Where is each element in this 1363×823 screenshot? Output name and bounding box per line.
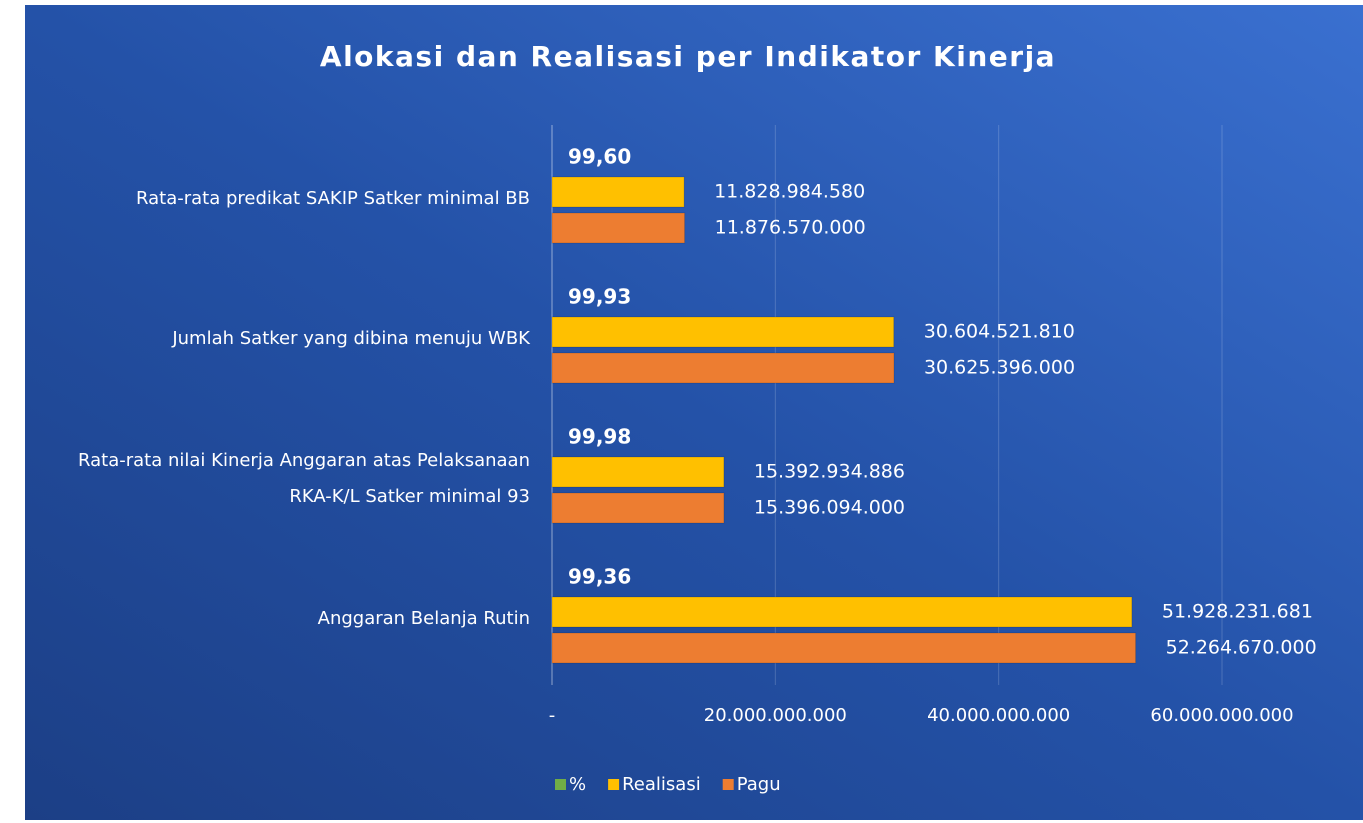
x-tick-label: 40.000.000.000 <box>927 705 1070 726</box>
data-label: 30.604.521.810 <box>924 321 1075 343</box>
legend-label: Realisasi <box>622 774 701 795</box>
data-label: 51.928.231.681 <box>1162 601 1313 623</box>
bar <box>551 456 725 488</box>
legend-label: Pagu <box>737 774 781 795</box>
chart-background <box>25 5 1363 820</box>
legend-swatch <box>722 779 734 790</box>
data-label: 99,98 <box>568 425 631 449</box>
bar <box>551 632 1137 664</box>
bar <box>551 492 725 524</box>
data-label: 52.264.670.000 <box>1166 637 1317 659</box>
data-label: 30.625.396.000 <box>924 357 1075 379</box>
y-tick-label: Rata-rata nilai Kinerja Anggaran atas Pe… <box>78 450 530 507</box>
data-label: 15.392.934.886 <box>754 461 905 483</box>
data-label: 99,93 <box>568 285 631 309</box>
chart-title: Alokasi dan Realisasi per Indikator Kine… <box>320 40 1056 73</box>
legend-label: % <box>569 774 586 795</box>
x-tick-label: 20.000.000.000 <box>704 705 847 726</box>
y-tick-label: Anggaran Belanja Rutin <box>317 608 530 629</box>
x-tick-label: - <box>549 705 556 726</box>
bar <box>551 352 895 384</box>
bar <box>551 316 895 348</box>
data-label: 15.396.094.000 <box>754 497 905 519</box>
bar <box>551 212 686 244</box>
x-tick-label: 60.000.000.000 <box>1150 705 1293 726</box>
data-label: 11.876.570.000 <box>715 217 866 239</box>
y-tick-label: Jumlah Satker yang dibina menuju WBK <box>172 328 530 349</box>
bar <box>551 176 685 208</box>
legend-swatch <box>608 779 620 790</box>
bar <box>551 596 1133 628</box>
data-label: 99,60 <box>568 145 631 169</box>
data-label: 99,36 <box>568 565 631 589</box>
y-tick-label: Rata-rata predikat SAKIP Satker minimal … <box>136 188 530 209</box>
data-label: 11.828.984.580 <box>714 181 865 203</box>
legend-swatch <box>555 779 566 790</box>
